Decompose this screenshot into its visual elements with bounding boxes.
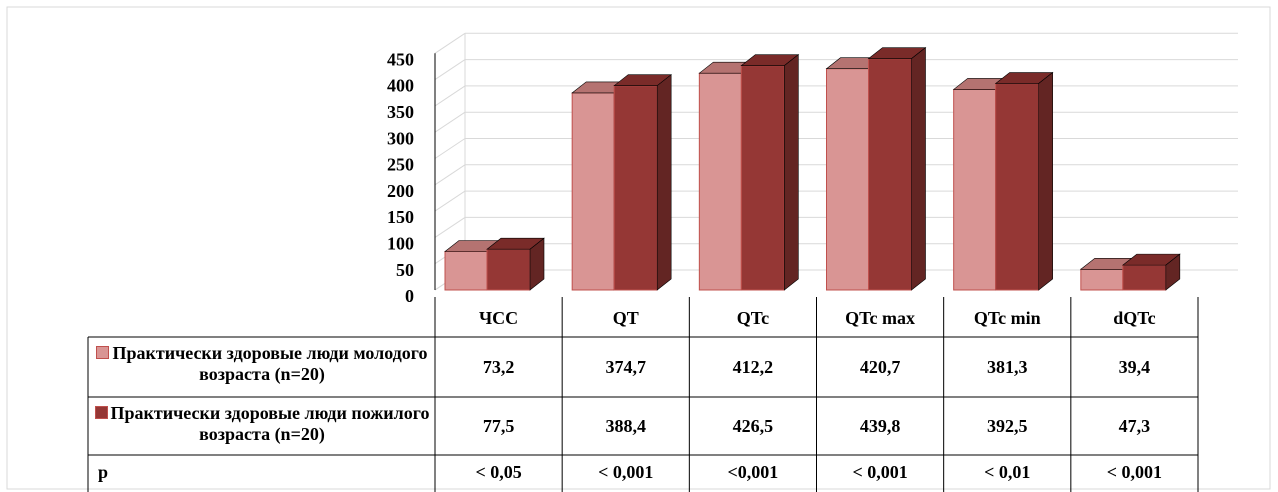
category-label: QT [613,308,639,328]
bar [1122,264,1167,291]
table-value: 392,5 [987,416,1028,436]
grid-line [434,111,466,133]
y-tick-label: 350 [387,102,414,122]
category-label: QTc [737,308,769,328]
bar [740,65,785,291]
y-tick-label: 450 [387,49,414,69]
bar-side [1038,71,1053,291]
grid-line [434,85,466,107]
legend-entry: Практически здоровые люди молодого возра… [92,343,432,385]
bar [826,68,869,291]
bar-side [911,47,926,291]
category-label: QTc max [845,308,915,328]
legend-label: Практически здоровые люди молодого возра… [112,343,428,384]
bar [444,250,488,291]
frame [6,6,1271,490]
y-tick-label: 0 [405,286,414,306]
table-value: 374,7 [606,357,647,377]
p-value: < 0,001 [1107,462,1162,482]
bar [995,83,1040,291]
y-tick-label: 250 [387,155,414,175]
category-label: QTc min [974,308,1041,328]
bar [486,248,531,291]
category-label: dQTc [1113,308,1155,328]
grid-line [434,216,466,238]
table-value: 47,3 [1119,416,1151,436]
legend-swatch [96,346,110,359]
table-value: 381,3 [987,357,1028,377]
legend-entry: Практически здоровые люди пожилого возра… [92,403,432,445]
bar-side [1165,253,1181,291]
p-value: < 0,05 [475,462,521,482]
table-value: 77,5 [483,416,515,436]
table-value: 420,7 [860,357,901,377]
table-value: 388,4 [606,416,647,436]
grid-line [434,32,466,54]
y-tick-label: 50 [396,260,414,280]
bar [1080,268,1124,291]
bar-side [656,74,672,291]
table-value: 426,5 [733,416,774,436]
grid-line [434,138,466,159]
bar [698,72,742,291]
legend-swatch [94,406,108,419]
grid-line [434,164,466,186]
p-value: < 0,001 [598,462,653,482]
bar [868,58,912,291]
legend-label: Практически здоровые люди пожилого возра… [110,403,430,444]
bar [571,92,615,291]
y-tick-label: 200 [387,181,414,201]
table-value: 39,4 [1119,357,1151,377]
bar [613,85,658,291]
y-tick-label: 400 [387,76,414,96]
category-label: ЧСС [479,308,518,328]
bar [953,88,997,291]
grid-line [434,190,466,212]
grid-line [434,59,466,81]
bar-side [784,54,799,291]
table-value: 73,2 [483,357,515,377]
y-tick-label: 300 [387,128,414,148]
p-value: <0,001 [728,462,779,482]
y-tick-label: 100 [387,234,414,254]
y-tick-label: 150 [387,207,414,227]
table-value: 412,2 [733,357,774,377]
p-label: p [98,462,108,482]
p-value: < 0,01 [984,462,1030,482]
bar-side [529,237,545,291]
table-value: 439,8 [860,416,901,436]
p-value: < 0,001 [852,462,907,482]
